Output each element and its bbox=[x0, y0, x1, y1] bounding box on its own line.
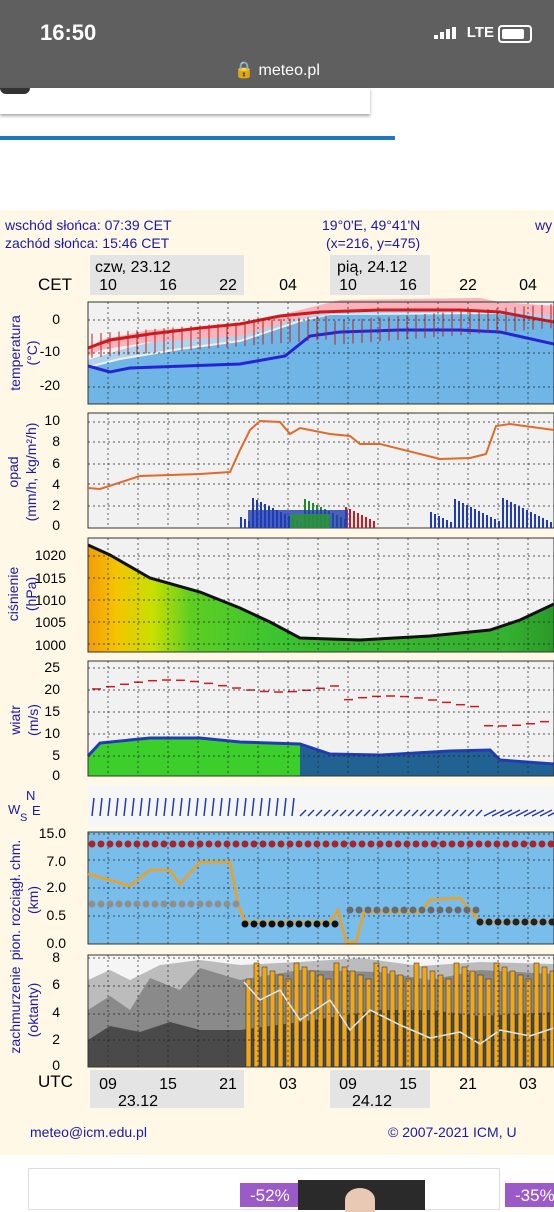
cet-hour: 10 bbox=[99, 277, 117, 294]
header-card bbox=[0, 88, 370, 114]
wind-direction-panel: W N S E bbox=[8, 785, 554, 827]
ad-face bbox=[345, 1188, 375, 1212]
discount-badge: -35% bbox=[505, 1183, 554, 1207]
pressure-tick: 1005 bbox=[35, 614, 66, 630]
temp-tick: -10 bbox=[40, 343, 60, 359]
precip-panel: 10 8 6 4 2 0 opad (mm/h, kg/m²/h) bbox=[5, 412, 554, 533]
signal-icon bbox=[434, 27, 456, 39]
cloud-tick: 0 bbox=[52, 1057, 60, 1073]
day2-top: pią, 24.12 bbox=[337, 259, 407, 276]
cloud-tick: 4 bbox=[52, 1004, 60, 1020]
vis-unit: (km) bbox=[25, 886, 41, 914]
wind-panel: 25 20 15 10 5 0 wiatr (m/s) bbox=[7, 659, 554, 783]
cloud-unit: (oktanty) bbox=[25, 983, 41, 1037]
utc-hour: 09 bbox=[99, 1076, 117, 1093]
day1-bottom: 23.12 bbox=[118, 1093, 158, 1110]
footer-email[interactable]: meteo@icm.edu.pl bbox=[30, 1124, 147, 1140]
utc-hour: 15 bbox=[159, 1076, 177, 1093]
cet-hour: 10 bbox=[339, 277, 357, 294]
utc-hour: 03 bbox=[519, 1076, 537, 1093]
clouds-panel: 8 6 4 2 0 zachmurzenie (oktanty) bbox=[7, 949, 554, 1073]
precip-tick: 0 bbox=[52, 517, 60, 533]
wind-tick: 5 bbox=[52, 747, 60, 763]
wind-unit: (m/s) bbox=[25, 704, 41, 736]
logo-icon bbox=[0, 88, 30, 94]
precip-unit: (mm/h, kg/m²/h) bbox=[23, 423, 39, 522]
vis-tick: 2.0 bbox=[47, 879, 67, 895]
wind-tick: 0 bbox=[52, 767, 60, 783]
vis-tick: 15.0 bbox=[39, 825, 66, 841]
vis-tick: 0.5 bbox=[47, 907, 67, 923]
pressure-tick: 1010 bbox=[35, 592, 66, 608]
network-label: LTE bbox=[467, 24, 494, 41]
lock-icon: 🔒 bbox=[234, 62, 254, 79]
wind-tick: 25 bbox=[44, 659, 60, 675]
temp-unit: (°C) bbox=[24, 340, 40, 365]
compass-e: E bbox=[32, 803, 41, 818]
precip-tick: 2 bbox=[52, 497, 60, 513]
temp-tick: -20 bbox=[40, 377, 60, 393]
wind-tick: 20 bbox=[44, 681, 60, 697]
pressure-tick: 1000 bbox=[35, 637, 66, 653]
utc-hour: 03 bbox=[279, 1076, 297, 1093]
utc-hour: 15 bbox=[399, 1076, 417, 1093]
pressure-unit: (hPa) bbox=[23, 577, 39, 611]
precip-tick: 6 bbox=[52, 455, 60, 471]
precip-tick: 10 bbox=[44, 412, 60, 428]
cet-hour: 22 bbox=[459, 277, 477, 294]
status-time: 16:50 bbox=[40, 20, 96, 46]
compass-n: N bbox=[26, 788, 35, 803]
address-bar[interactable]: 🔒 meteo.pl bbox=[0, 60, 554, 80]
temp-tick: 0 bbox=[52, 311, 60, 327]
temp-label: temperatura bbox=[7, 315, 23, 391]
url-text: meteo.pl bbox=[259, 62, 320, 79]
utc-hour: 21 bbox=[219, 1076, 237, 1093]
pressure-panel: 1020 1015 1010 1005 1000 ciśnienie (hPa) bbox=[5, 538, 554, 653]
cloud-label: zachmurzenie bbox=[7, 966, 23, 1053]
pressure-label: ciśnienie bbox=[5, 567, 21, 622]
accent-divider bbox=[0, 136, 395, 140]
discount-badge: -52% bbox=[240, 1183, 300, 1207]
cet-hour: 04 bbox=[519, 277, 537, 294]
pressure-tick: 1020 bbox=[35, 547, 66, 563]
compass-s: S bbox=[20, 812, 27, 824]
footer-copyright: © 2007-2021 ICM, U bbox=[388, 1124, 517, 1140]
cet-hour: 16 bbox=[159, 277, 177, 294]
vis-tick: 7.0 bbox=[47, 853, 67, 869]
wind-label: wiatr bbox=[7, 705, 23, 736]
cet-hour: 04 bbox=[279, 277, 297, 294]
day2-bottom: 24.12 bbox=[352, 1093, 392, 1110]
visibility-panel: 15.0 7.0 2.0 0.5 0.0 pion. rozciągł. chm… bbox=[7, 825, 554, 960]
cet-label: CET bbox=[38, 275, 72, 294]
utc-hour: 09 bbox=[339, 1076, 357, 1093]
temperature-panel: 0 -10 -20 temperatura (°C) bbox=[7, 298, 554, 404]
vis-label: pion. rozciągł. chm. bbox=[7, 840, 23, 961]
status-bar: 16:50 LTE 🔒 meteo.pl bbox=[0, 0, 554, 88]
meteogram: wschód słońca: 07:39 CET zachód słońca: … bbox=[0, 210, 554, 1155]
precip-tick: 8 bbox=[52, 433, 60, 449]
battery-icon bbox=[498, 25, 532, 43]
precip-label: opad bbox=[5, 456, 21, 487]
day1-top: czw, 23.12 bbox=[95, 259, 171, 276]
pressure-tick: 1015 bbox=[35, 570, 66, 586]
cloud-tick: 2 bbox=[52, 1031, 60, 1047]
cet-hour: 22 bbox=[219, 277, 237, 294]
cet-hour: 16 bbox=[399, 277, 417, 294]
wind-tick: 15 bbox=[44, 703, 60, 719]
utc-hour: 21 bbox=[459, 1076, 477, 1093]
utc-label: UTC bbox=[38, 1072, 73, 1091]
precip-tick: 4 bbox=[52, 476, 60, 492]
cloud-tick: 8 bbox=[52, 949, 60, 965]
wind-tick: 10 bbox=[44, 725, 60, 741]
cloud-tick: 6 bbox=[52, 976, 60, 992]
